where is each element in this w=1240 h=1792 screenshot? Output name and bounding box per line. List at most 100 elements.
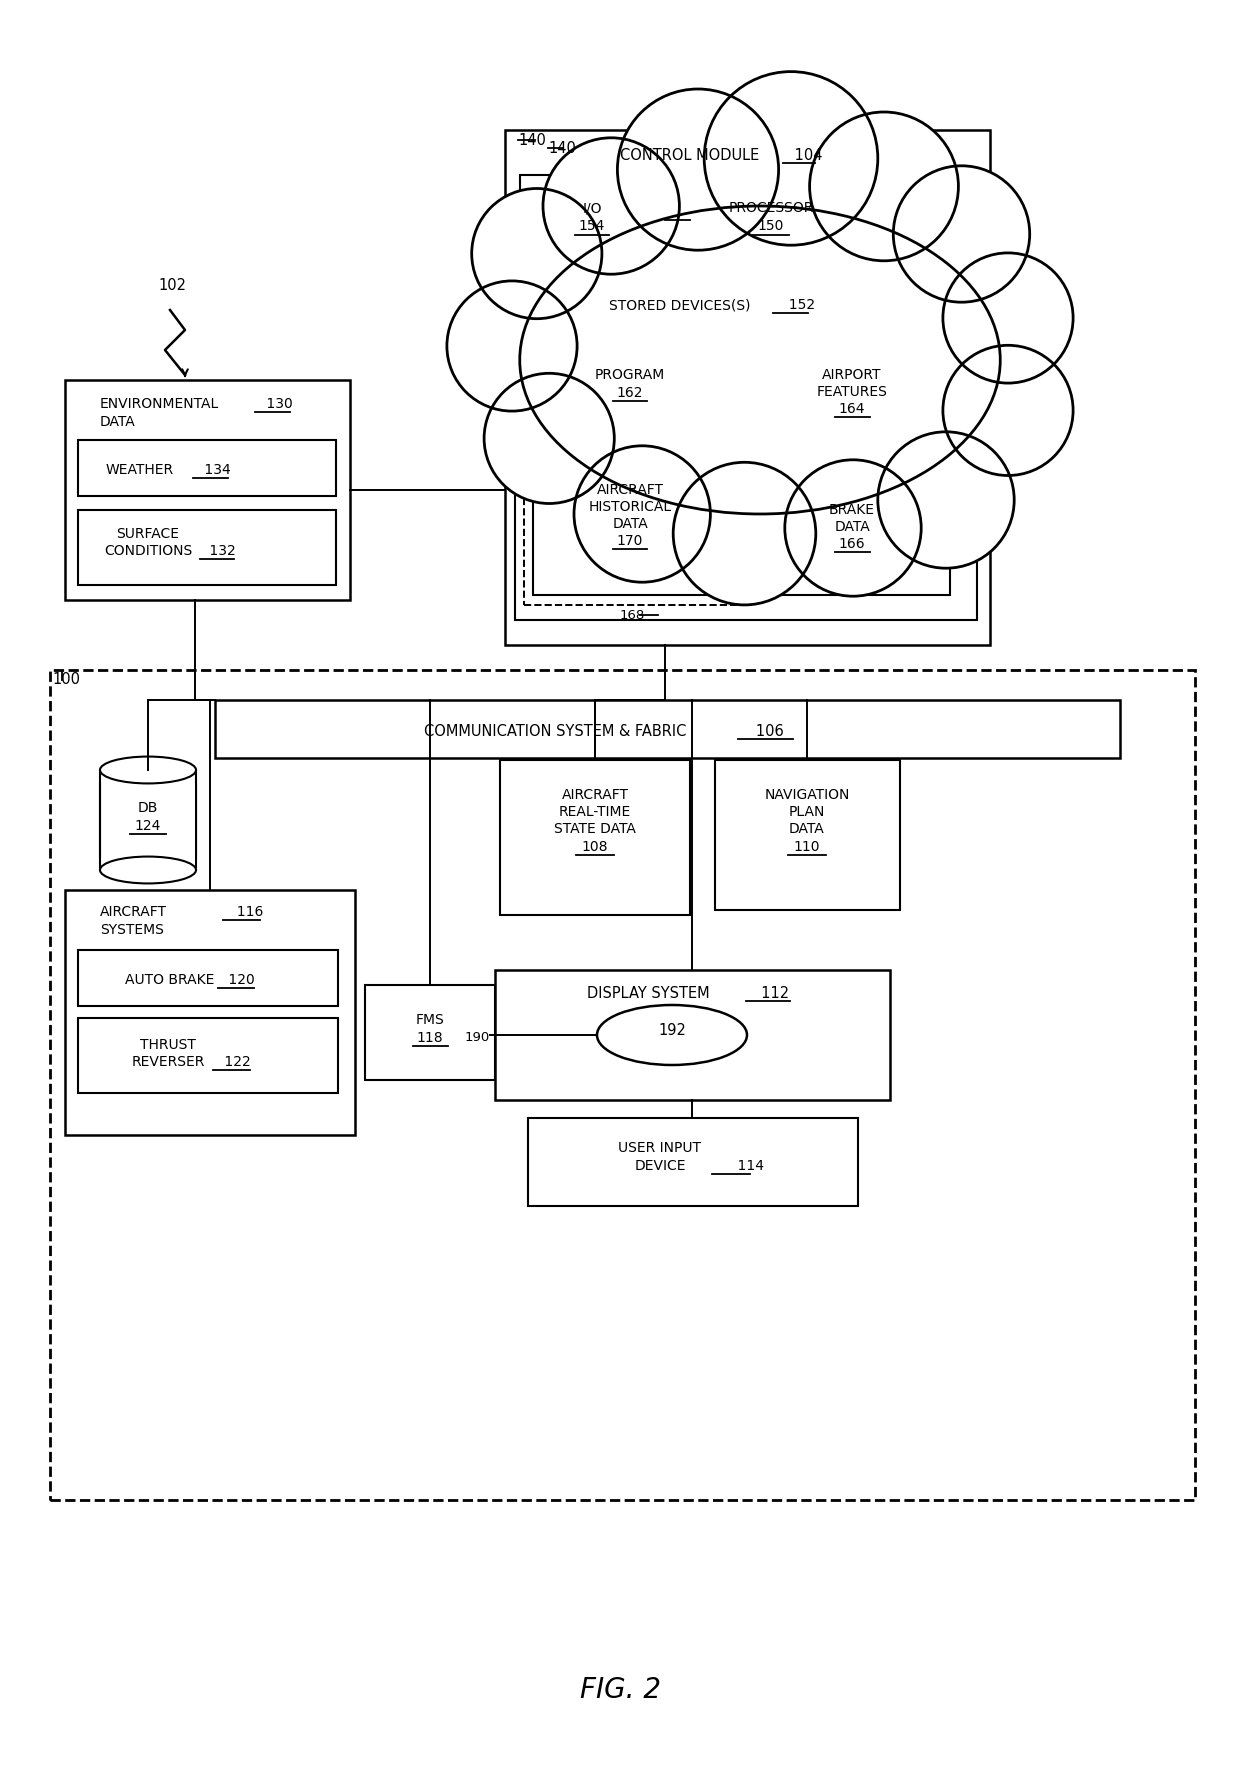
- Text: 114: 114: [720, 1159, 764, 1174]
- Text: 132: 132: [205, 545, 236, 557]
- Circle shape: [942, 346, 1073, 475]
- Text: DATA: DATA: [835, 520, 870, 534]
- Text: 154: 154: [579, 219, 605, 233]
- FancyBboxPatch shape: [495, 969, 890, 1100]
- FancyBboxPatch shape: [533, 330, 728, 441]
- Text: FIG. 2: FIG. 2: [579, 1676, 661, 1704]
- Text: 150: 150: [758, 219, 784, 233]
- FancyBboxPatch shape: [520, 176, 665, 265]
- Text: BRAKE: BRAKE: [830, 504, 875, 518]
- FancyBboxPatch shape: [365, 986, 495, 1081]
- Text: SURFACE: SURFACE: [117, 527, 180, 541]
- Text: CONDITIONS: CONDITIONS: [104, 545, 192, 557]
- Text: 112: 112: [751, 986, 789, 1000]
- Text: 100: 100: [52, 672, 81, 686]
- FancyBboxPatch shape: [78, 950, 339, 1005]
- Circle shape: [471, 188, 601, 319]
- FancyBboxPatch shape: [525, 321, 746, 606]
- FancyBboxPatch shape: [78, 441, 336, 496]
- FancyBboxPatch shape: [528, 1118, 858, 1206]
- Circle shape: [574, 446, 711, 582]
- Text: PROCESSOR: PROCESSOR: [728, 201, 813, 215]
- Text: 166: 166: [838, 538, 866, 550]
- Text: 102: 102: [157, 278, 186, 292]
- Text: 140: 140: [548, 140, 575, 156]
- FancyBboxPatch shape: [78, 1018, 339, 1093]
- Text: DEVICE: DEVICE: [634, 1159, 686, 1174]
- Text: SYSTEMS: SYSTEMS: [100, 923, 164, 937]
- Text: THRUST: THRUST: [140, 1038, 196, 1052]
- Text: AIRCRAFT: AIRCRAFT: [562, 788, 629, 803]
- Text: DB: DB: [138, 801, 159, 815]
- Ellipse shape: [100, 756, 196, 783]
- Text: 122: 122: [219, 1055, 250, 1070]
- Circle shape: [942, 253, 1073, 383]
- Text: COMMUNICATION SYSTEM & FABRIC: COMMUNICATION SYSTEM & FABRIC: [424, 724, 686, 738]
- Text: HISTORICAL: HISTORICAL: [589, 500, 672, 514]
- Text: 124: 124: [135, 819, 161, 833]
- Circle shape: [810, 111, 959, 262]
- Text: PLAN: PLAN: [789, 805, 825, 819]
- FancyBboxPatch shape: [715, 760, 900, 910]
- Text: 140: 140: [518, 133, 546, 147]
- Text: 170: 170: [616, 534, 644, 548]
- Text: 168: 168: [619, 609, 645, 622]
- Text: STORED DEVICES(S): STORED DEVICES(S): [609, 297, 750, 312]
- Text: 152: 152: [780, 297, 815, 312]
- FancyBboxPatch shape: [100, 771, 196, 869]
- Text: ENVIRONMENTAL: ENVIRONMENTAL: [100, 398, 219, 410]
- Circle shape: [704, 72, 878, 246]
- Text: 162: 162: [616, 385, 644, 400]
- Ellipse shape: [596, 1005, 746, 1064]
- Text: AUTO BRAKE: AUTO BRAKE: [125, 973, 215, 987]
- Text: DATA: DATA: [613, 518, 647, 530]
- Text: 192: 192: [658, 1023, 686, 1038]
- FancyBboxPatch shape: [78, 511, 336, 584]
- Circle shape: [446, 281, 577, 410]
- Text: 108: 108: [582, 840, 609, 855]
- Ellipse shape: [520, 206, 1001, 514]
- Circle shape: [893, 167, 1029, 303]
- FancyBboxPatch shape: [500, 760, 689, 916]
- FancyBboxPatch shape: [533, 461, 728, 595]
- Circle shape: [618, 90, 779, 251]
- FancyBboxPatch shape: [515, 285, 977, 620]
- Text: I/O: I/O: [583, 201, 601, 215]
- Text: DATA: DATA: [789, 823, 825, 837]
- FancyBboxPatch shape: [505, 131, 990, 645]
- Text: 110: 110: [794, 840, 820, 855]
- Text: 116: 116: [228, 905, 263, 919]
- FancyBboxPatch shape: [215, 701, 1120, 758]
- FancyBboxPatch shape: [755, 475, 950, 595]
- FancyBboxPatch shape: [102, 783, 195, 869]
- Text: DATA: DATA: [100, 416, 135, 428]
- FancyBboxPatch shape: [50, 670, 1195, 1500]
- Text: AIRPORT: AIRPORT: [822, 367, 882, 382]
- Text: FEATURES: FEATURES: [817, 385, 888, 400]
- Text: 134: 134: [200, 462, 231, 477]
- Text: 120: 120: [224, 973, 254, 987]
- FancyBboxPatch shape: [689, 176, 852, 265]
- Text: 106: 106: [742, 724, 784, 738]
- Circle shape: [878, 432, 1014, 568]
- Text: 190: 190: [465, 1030, 490, 1043]
- Text: PROGRAM: PROGRAM: [595, 367, 665, 382]
- Text: DISPLAY SYSTEM: DISPLAY SYSTEM: [587, 986, 709, 1000]
- Circle shape: [673, 462, 816, 606]
- Text: USER INPUT: USER INPUT: [619, 1142, 702, 1156]
- Text: 104: 104: [790, 147, 822, 163]
- Circle shape: [543, 138, 680, 274]
- Text: REVERSER: REVERSER: [131, 1055, 205, 1070]
- Circle shape: [484, 373, 614, 504]
- Text: 118: 118: [417, 1030, 444, 1045]
- Text: FMS: FMS: [415, 1012, 444, 1027]
- Text: REAL-TIME: REAL-TIME: [559, 805, 631, 819]
- Text: AIRCRAFT: AIRCRAFT: [100, 905, 167, 919]
- Text: CONTROL MODULE: CONTROL MODULE: [620, 147, 760, 163]
- Ellipse shape: [100, 857, 196, 883]
- FancyBboxPatch shape: [64, 891, 355, 1134]
- Text: 164: 164: [838, 401, 866, 416]
- FancyBboxPatch shape: [64, 380, 350, 600]
- Text: AIRCRAFT: AIRCRAFT: [596, 484, 663, 496]
- Circle shape: [785, 461, 921, 597]
